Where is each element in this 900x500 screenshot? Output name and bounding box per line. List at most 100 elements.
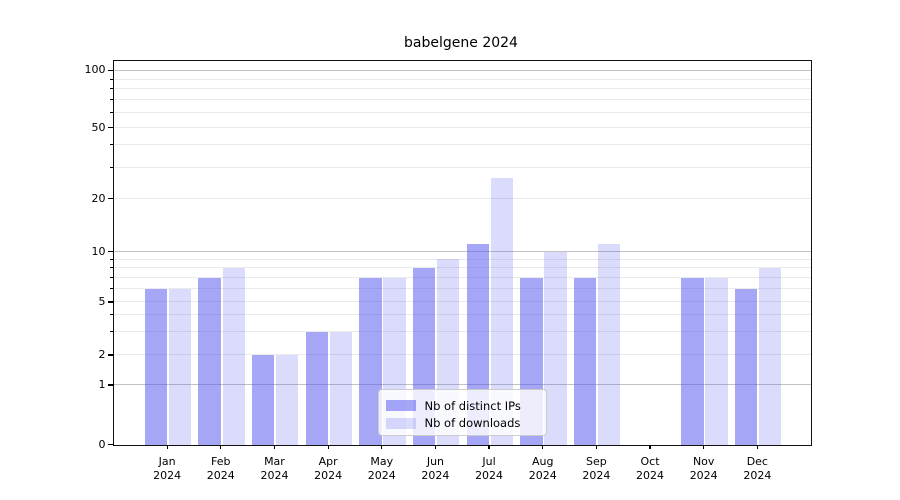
- y-minortick-30: [110, 166, 114, 168]
- legend: Nb of distinct IPs Nb of downloads: [377, 389, 547, 436]
- y-minortick-4: [110, 314, 114, 316]
- x-tick-sep: [595, 444, 597, 449]
- y-tick-2: [107, 354, 114, 356]
- y-minortick-70: [110, 99, 114, 101]
- y-tick-50: [107, 127, 114, 129]
- bar-downloads-aug: [544, 251, 567, 445]
- x-tick-feb: [220, 444, 222, 449]
- y-tick-label-50: 50: [91, 120, 106, 134]
- gridline-70: [113, 99, 811, 101]
- gridline-6: [113, 288, 811, 290]
- x-tick-oct: [649, 444, 651, 449]
- gridline-2: [113, 354, 811, 356]
- x-label-month: Mar: [264, 454, 285, 468]
- x-tick-label-aug: Aug 2024: [511, 455, 575, 483]
- bar-distinct-ips-feb: [198, 277, 221, 445]
- x-label-month: Dec: [746, 454, 768, 468]
- y-tick-label-0: 0: [98, 437, 106, 451]
- x-label-year: 2024: [367, 468, 396, 482]
- y-tick-label-20: 20: [91, 191, 106, 205]
- x-tick-label-jul: Jul 2024: [457, 455, 521, 483]
- x-tick-nov: [703, 444, 705, 449]
- legend-swatch-distinct-ips: [385, 400, 416, 412]
- y-minortick-9: [110, 258, 114, 260]
- x-label-month: Jul: [482, 454, 496, 468]
- legend-swatch-downloads: [385, 417, 416, 429]
- x-tick-label-jun: Jun 2024: [403, 455, 467, 483]
- y-tick-10: [107, 250, 114, 253]
- y-minortick-7: [110, 276, 114, 278]
- x-label-year: 2024: [582, 468, 611, 482]
- y-tick-label-10: 10: [91, 244, 106, 258]
- y-minortick-3: [110, 331, 114, 333]
- legend-entry-downloads: Nb of downloads: [379, 415, 546, 433]
- x-tick-label-nov: Nov 2024: [672, 455, 736, 483]
- bar-distinct-ips-jan: [144, 288, 168, 445]
- gridline-40: [113, 144, 811, 146]
- x-tick-jun: [434, 444, 436, 449]
- x-label-year: 2024: [421, 468, 450, 482]
- y-minortick-80: [110, 88, 114, 90]
- bar-downloads-sep: [598, 244, 621, 445]
- gridline-30: [113, 166, 811, 168]
- x-label-month: Nov: [692, 454, 715, 468]
- y-tick-label-1: 1: [98, 377, 106, 391]
- y-minortick-40: [110, 144, 114, 146]
- bar-downloads-jul: [490, 178, 514, 445]
- bar-downloads-dec: [759, 267, 782, 445]
- legend-label-downloads: Nb of downloads: [424, 416, 521, 431]
- y-tick-5: [107, 301, 114, 303]
- gridline-4: [113, 314, 811, 316]
- x-tick-label-apr: Apr 2024: [296, 455, 360, 483]
- gridline-100: [113, 69, 811, 71]
- gridline-80: [113, 88, 811, 90]
- x-label-month: Aug: [531, 454, 554, 468]
- x-tick-mar: [273, 444, 276, 449]
- bar-distinct-ips-apr: [305, 331, 328, 445]
- gridline-1: [113, 384, 811, 386]
- x-tick-label-feb: Feb 2024: [189, 455, 253, 483]
- x-label-year: 2024: [528, 468, 557, 482]
- bar-distinct-ips-nov: [681, 277, 704, 445]
- gridline-8: [113, 267, 811, 269]
- bar-downloads-apr: [329, 331, 353, 445]
- y-minortick-90: [110, 78, 114, 80]
- x-label-month: Sep: [586, 454, 607, 468]
- x-label-year: 2024: [743, 468, 772, 482]
- y-minortick-60: [110, 112, 114, 114]
- y-tick-0: [107, 443, 114, 446]
- x-label-year: 2024: [314, 468, 343, 482]
- gridline-90: [113, 78, 811, 80]
- legend-entry-distinct-ips: Nb of distinct IPs: [379, 397, 546, 415]
- x-label-year: 2024: [153, 468, 182, 482]
- bar-downloads-mar: [276, 355, 299, 445]
- x-tick-label-may: May 2024: [350, 455, 414, 483]
- y-minortick-8: [110, 267, 114, 269]
- plot-area: 0 1 2 5 10 20 50 100 Jan 2024 Feb 2024 Mar 2024 Apr 202…: [85, 59, 812, 482]
- legend-label-distinct-ips: Nb of distinct IPs: [424, 398, 521, 413]
- x-label-year: 2024: [206, 468, 235, 482]
- bar-downloads-nov: [705, 277, 728, 445]
- x-label-month: Jan: [158, 454, 176, 468]
- y-tick-1: [107, 384, 114, 386]
- y-tick-20: [107, 198, 114, 200]
- y-tick-100: [107, 69, 114, 71]
- bar-distinct-ips-may: [359, 277, 382, 445]
- chart-title: babelgene 2024: [404, 35, 518, 51]
- x-tick-jan: [166, 444, 168, 449]
- x-label-year: 2024: [689, 468, 718, 482]
- x-label-year: 2024: [475, 468, 504, 482]
- x-tick-jul: [488, 444, 490, 449]
- x-label-month: Oct: [640, 454, 660, 468]
- bar-distinct-ips-dec: [734, 288, 758, 445]
- bar-downloads-feb: [222, 267, 245, 445]
- gridline-3: [113, 331, 811, 333]
- y-tick-label-5: 5: [98, 294, 106, 308]
- x-label-month: May: [370, 454, 394, 468]
- x-tick-label-dec: Dec 2024: [725, 455, 789, 483]
- bar-downloads-jan: [168, 288, 192, 445]
- bar-distinct-ips-sep: [573, 277, 597, 445]
- x-label-month: Apr: [318, 454, 338, 468]
- x-label-month: Feb: [211, 454, 231, 468]
